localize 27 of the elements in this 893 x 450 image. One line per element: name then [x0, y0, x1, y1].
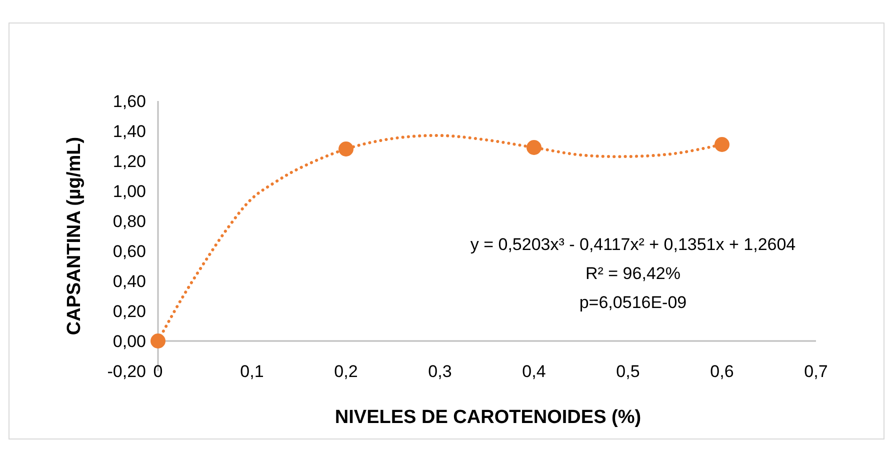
y-tick-label: 0,60 — [112, 242, 146, 261]
point — [150, 334, 166, 348]
y-tick-label: 0,40 — [112, 272, 146, 291]
y-tick-label: 1,60 — [112, 92, 146, 111]
annotation: R² = 96,42% — [586, 264, 680, 283]
point — [338, 142, 354, 156]
x-tick-label: 0,6 — [710, 362, 734, 381]
y-tick-label: 0,80 — [112, 212, 146, 231]
x-tick-label: 0,2 — [334, 362, 358, 381]
y-tick-label: 0,20 — [112, 302, 146, 321]
x-tick-label: 0,1 — [240, 362, 264, 381]
x-tick-label: 0,5 — [616, 362, 640, 381]
point — [714, 137, 730, 152]
x-tick-label: 0,4 — [522, 362, 546, 381]
x-tick-label: 0 — [153, 362, 163, 381]
annotation: p=6,0516E-09 — [579, 293, 687, 312]
x-axis-title: NIVELES DE CAROTENOIDES (%) — [334, 407, 642, 428]
x-tick-label: 0,7 — [804, 362, 828, 381]
y-tick-label: 1,20 — [112, 152, 146, 171]
x-tick-label: 0,3 — [428, 362, 452, 381]
y-tick-label: 0,00 — [112, 332, 146, 351]
y-tick-label: 1,40 — [112, 122, 146, 141]
y-tick-label: 1,00 — [112, 182, 146, 201]
y-axis-title: CAPSANTINA (µg/mL) — [64, 136, 85, 336]
annotation: y = 0,5203x³ - 0,4117x² + 0,1351x + 1,2604 — [470, 235, 796, 254]
y-tick-label: -0,20 — [107, 362, 146, 381]
point — [526, 140, 542, 155]
